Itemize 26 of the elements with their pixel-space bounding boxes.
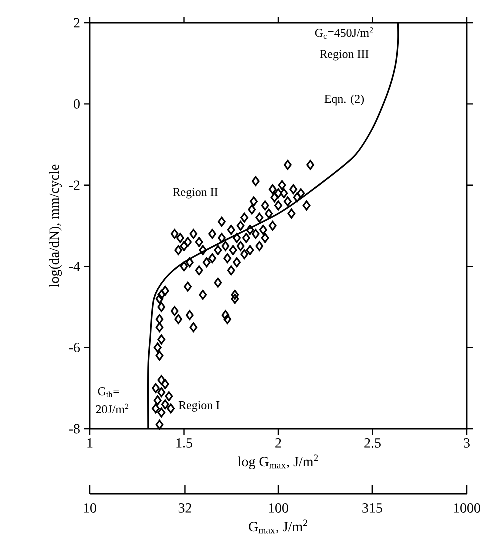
y-tick-label: -6 <box>69 343 80 352</box>
x2-axis-title: G$_{max}$, J/m$^{2}$ <box>249 520 308 534</box>
x2-tick-label: 100 <box>269 504 288 513</box>
x-tick-label: 1.5 <box>176 438 192 448</box>
annotation: Eqn. (2) <box>324 94 364 106</box>
x-tick-label: 3 <box>464 438 470 448</box>
annotation: Region I <box>178 401 220 412</box>
x2-tick-label: 315 <box>362 504 382 513</box>
x-tick-label: 2.5 <box>364 438 381 448</box>
x2-tick-label: 1000 <box>454 504 480 513</box>
annotation: G$_{c}$=450J/m$^{2}$ <box>315 27 374 39</box>
y-tick-label: 0 <box>74 99 80 109</box>
x2-tick-label: 10 <box>84 504 96 513</box>
y-tick-label: -4 <box>69 262 80 272</box>
annotation: G$_{th}$= <box>98 388 120 398</box>
x2-tick-label: 32 <box>178 504 192 513</box>
annotation: 20J/m$^{2}$ <box>96 404 129 414</box>
x-tick-label: 1 <box>88 438 93 448</box>
x-tick-label: 2 <box>276 438 282 448</box>
y-axis-title: log(da/dN), mm/cycle <box>49 164 62 288</box>
annotation: Region III <box>320 50 369 61</box>
x-axis-title: log G$_{max}$, J/m$^{2}$ <box>238 454 318 470</box>
y-tick-label: 2 <box>74 18 80 28</box>
annotation: Region II <box>173 188 218 199</box>
y-tick-label: -8 <box>69 424 80 434</box>
y-tick-label: -2 <box>69 180 80 190</box>
